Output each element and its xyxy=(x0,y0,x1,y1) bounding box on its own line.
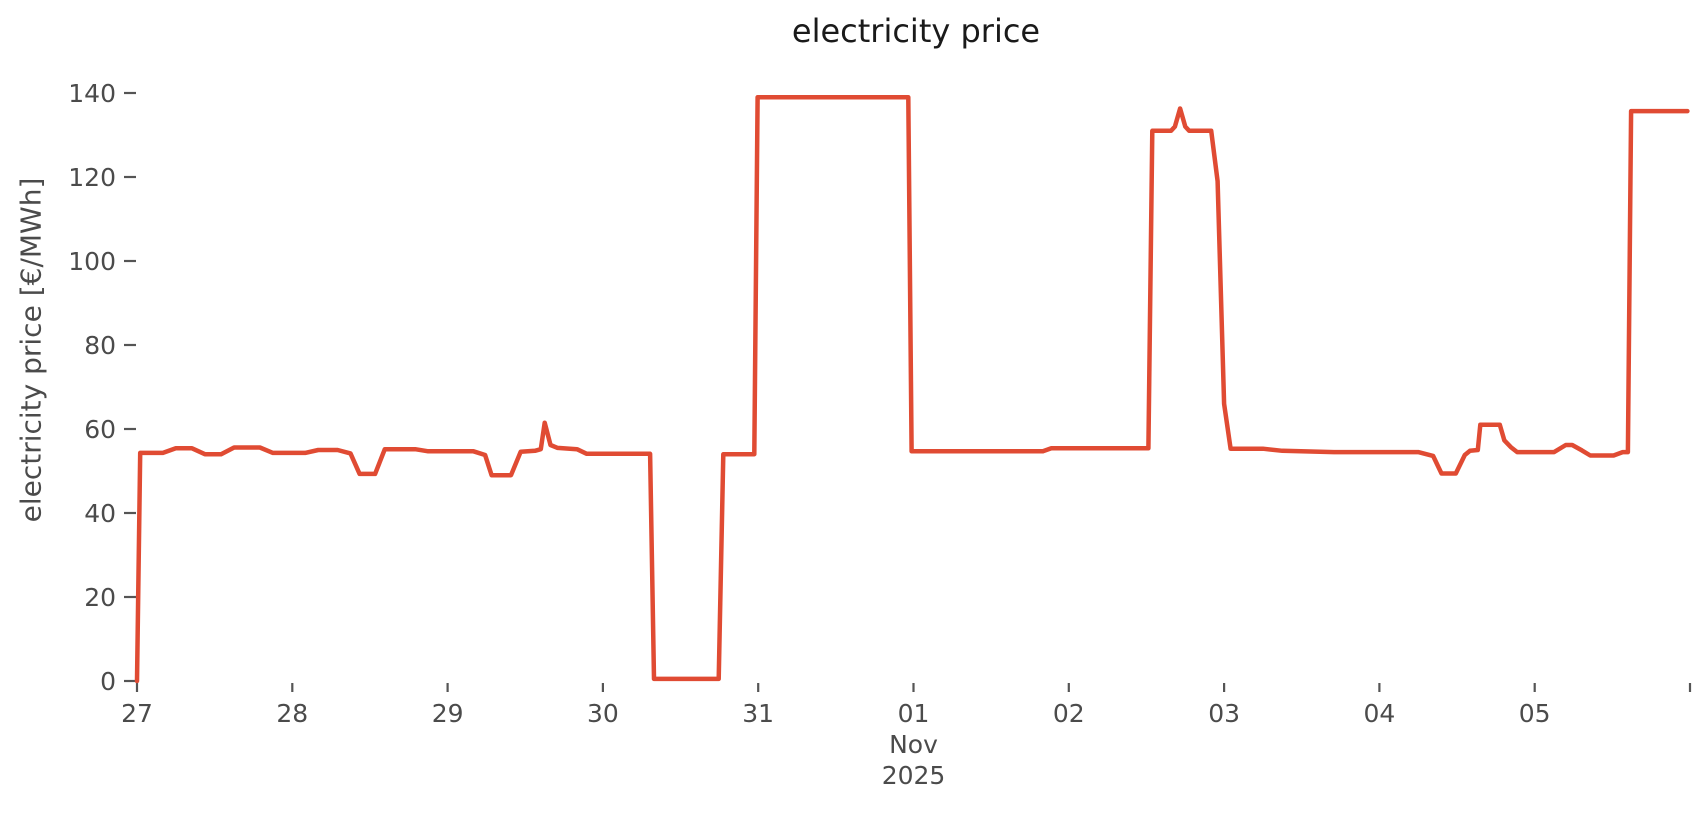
x-tick-label: 03 xyxy=(1208,699,1240,728)
price-line xyxy=(134,94,1690,684)
x-tick-label: 29 xyxy=(432,699,464,728)
y-tick-label: 100 xyxy=(68,247,116,276)
y-tick-label: 120 xyxy=(68,163,116,192)
y-tick-label: 60 xyxy=(84,415,116,444)
y-tick-label: 40 xyxy=(84,499,116,528)
y-tick-label: 0 xyxy=(100,667,116,696)
x-tick-label: 02 xyxy=(1053,699,1085,728)
x-tick-label: 28 xyxy=(276,699,308,728)
x-tick-label: 05 xyxy=(1519,699,1551,728)
x-axis-month-label: Nov xyxy=(889,730,938,759)
y-tick-label: 140 xyxy=(68,79,116,108)
chart-title: electricity price xyxy=(791,12,1041,50)
x-tick-label: 04 xyxy=(1363,699,1395,728)
x-axis-year-label: 2025 xyxy=(882,761,946,790)
x-tick-label: 27 xyxy=(121,699,153,728)
x-tick-label: 01 xyxy=(898,699,930,728)
x-tick-label: 30 xyxy=(587,699,619,728)
y-tick-label: 80 xyxy=(84,331,116,360)
y-tick-label: 20 xyxy=(84,583,116,612)
x-tick-label: 31 xyxy=(742,699,774,728)
